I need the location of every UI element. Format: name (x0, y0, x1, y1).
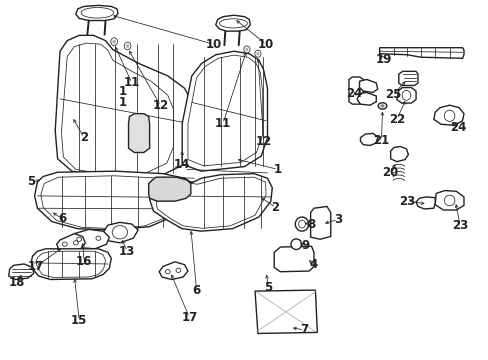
Polygon shape (396, 87, 415, 103)
Ellipse shape (245, 48, 247, 51)
Ellipse shape (290, 239, 301, 249)
Text: 23: 23 (451, 219, 468, 231)
Text: 1: 1 (118, 85, 126, 98)
Polygon shape (61, 43, 173, 175)
Text: 24: 24 (449, 121, 466, 134)
Polygon shape (356, 93, 376, 105)
Text: 21: 21 (373, 134, 389, 147)
Text: 2: 2 (271, 201, 279, 214)
Text: 12: 12 (152, 99, 168, 112)
Polygon shape (31, 249, 111, 279)
Polygon shape (182, 51, 267, 171)
Ellipse shape (73, 241, 78, 245)
Text: 25: 25 (384, 88, 401, 101)
Text: 6: 6 (58, 212, 66, 225)
Text: 4: 4 (309, 258, 318, 271)
Polygon shape (57, 234, 85, 251)
Text: 1: 1 (118, 96, 126, 109)
Ellipse shape (165, 270, 170, 274)
Text: 22: 22 (388, 113, 404, 126)
Text: 24: 24 (346, 87, 362, 100)
Polygon shape (433, 105, 463, 125)
Ellipse shape (77, 237, 81, 242)
Text: 8: 8 (307, 218, 315, 231)
Text: 3: 3 (333, 213, 341, 226)
Text: 23: 23 (399, 195, 415, 208)
Text: 20: 20 (382, 166, 398, 179)
Polygon shape (398, 71, 417, 85)
Polygon shape (359, 80, 377, 93)
Ellipse shape (126, 44, 129, 48)
Polygon shape (274, 246, 313, 272)
Ellipse shape (444, 195, 454, 206)
Polygon shape (148, 177, 190, 201)
Text: 19: 19 (374, 53, 391, 66)
Polygon shape (434, 190, 463, 210)
Polygon shape (310, 207, 330, 239)
Polygon shape (415, 197, 434, 209)
Polygon shape (102, 222, 138, 243)
Polygon shape (187, 55, 262, 166)
Ellipse shape (81, 8, 113, 18)
Text: 10: 10 (205, 38, 221, 51)
Text: 5: 5 (264, 281, 272, 294)
Text: 17: 17 (28, 260, 44, 273)
Polygon shape (348, 77, 363, 104)
Polygon shape (255, 290, 317, 333)
Text: 9: 9 (301, 239, 309, 252)
Text: 7: 7 (300, 323, 308, 337)
Ellipse shape (377, 103, 386, 109)
Text: 13: 13 (119, 245, 135, 258)
Text: 2: 2 (80, 131, 88, 144)
Polygon shape (156, 177, 265, 228)
Text: 5: 5 (27, 175, 35, 188)
Text: 1: 1 (273, 163, 282, 176)
Ellipse shape (219, 19, 247, 28)
Ellipse shape (444, 110, 454, 121)
Polygon shape (55, 35, 191, 178)
Text: 17: 17 (181, 311, 197, 324)
Polygon shape (128, 114, 149, 153)
Polygon shape (35, 171, 191, 230)
Polygon shape (149, 174, 272, 231)
Ellipse shape (96, 236, 101, 240)
Ellipse shape (380, 104, 384, 107)
Ellipse shape (124, 42, 131, 50)
Ellipse shape (111, 38, 117, 46)
Polygon shape (159, 262, 187, 279)
Ellipse shape (244, 46, 249, 53)
Polygon shape (360, 134, 377, 145)
Text: 11: 11 (214, 117, 231, 130)
Text: 16: 16 (76, 255, 92, 267)
Text: 10: 10 (257, 38, 274, 51)
Ellipse shape (112, 225, 127, 239)
Text: 18: 18 (9, 276, 25, 289)
Ellipse shape (298, 220, 305, 228)
Text: 11: 11 (123, 76, 140, 90)
Polygon shape (36, 251, 105, 277)
Ellipse shape (254, 50, 261, 57)
Ellipse shape (401, 90, 410, 100)
Ellipse shape (295, 217, 308, 231)
Polygon shape (72, 229, 109, 249)
Polygon shape (41, 176, 184, 229)
Ellipse shape (176, 268, 181, 273)
Polygon shape (9, 264, 34, 279)
Text: 6: 6 (192, 284, 200, 297)
Polygon shape (379, 48, 463, 58)
Text: 12: 12 (255, 135, 271, 148)
Ellipse shape (256, 52, 259, 55)
Polygon shape (390, 147, 407, 162)
Polygon shape (215, 15, 250, 31)
Ellipse shape (112, 40, 115, 44)
Ellipse shape (62, 242, 67, 246)
Polygon shape (76, 5, 118, 21)
Text: 15: 15 (71, 314, 87, 327)
Text: 14: 14 (174, 158, 190, 171)
